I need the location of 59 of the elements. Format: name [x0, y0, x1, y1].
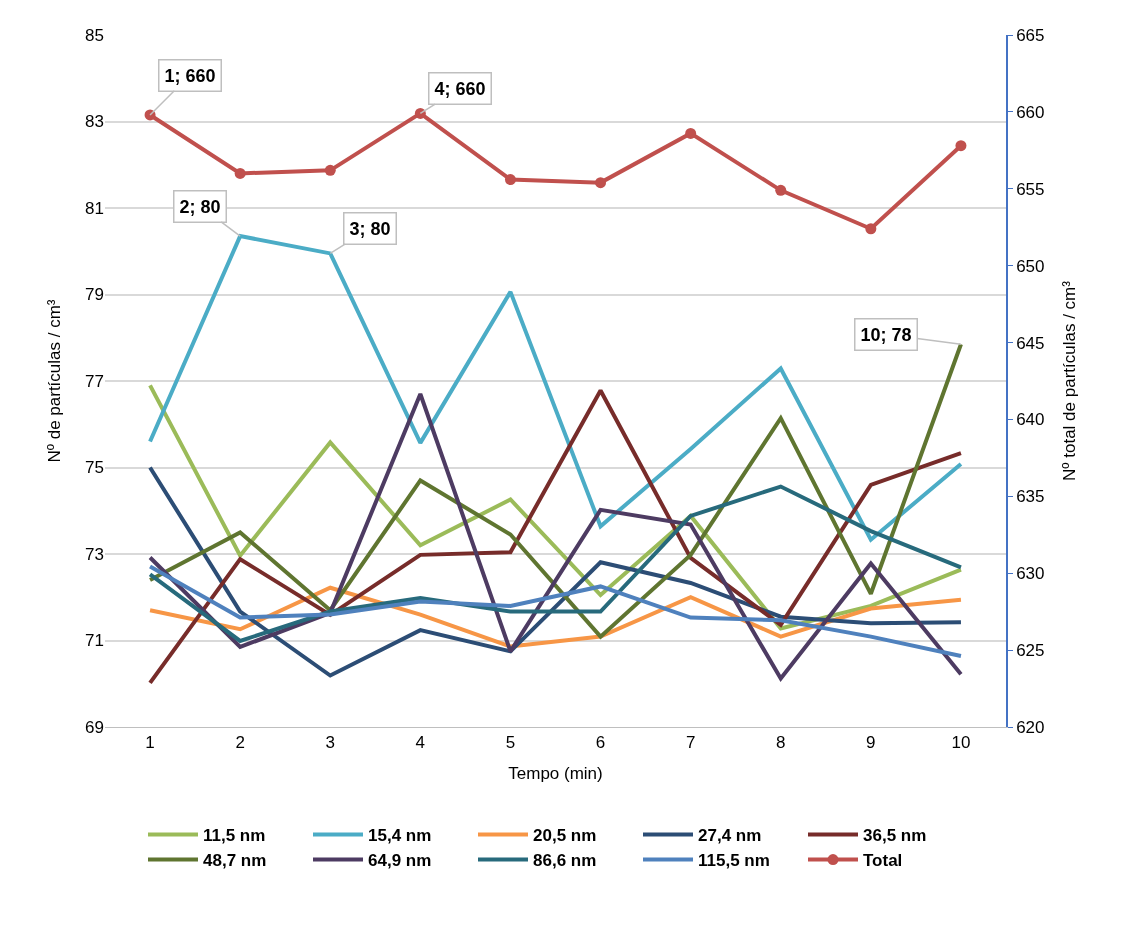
line-series — [148, 465, 963, 678]
point — [685, 127, 697, 139]
x-tick-label: 4 — [415, 733, 426, 753]
line-series — [148, 564, 963, 659]
x-tick-label: 8 — [776, 733, 786, 753]
point — [595, 177, 607, 189]
legend-label: Total — [863, 851, 903, 871]
y-tick-label: 73 — [85, 544, 104, 564]
y2-tick-label: 635 — [1016, 487, 1045, 507]
y2-tick-label: 625 — [1016, 641, 1045, 661]
x-tick-label: 6 — [595, 733, 606, 753]
point — [234, 167, 246, 179]
y2-tick-label: 620 — [1016, 717, 1045, 737]
x-tick-label: 2 — [235, 733, 245, 753]
y2-tick-label: 630 — [1016, 564, 1045, 584]
annotation: 2; 80 — [179, 196, 221, 217]
y-tick-label: 81 — [85, 198, 104, 218]
legend-label: 15,4 nm — [368, 826, 432, 846]
legend-label: 86,6 nm — [533, 851, 597, 871]
point — [504, 174, 516, 186]
y-tick-label: 79 — [85, 285, 104, 305]
y-tick-label: 69 — [85, 717, 104, 737]
x-tick-label: 10 — [951, 733, 971, 753]
y2-axis-title: Nº total de partículas / cm³ — [1060, 280, 1080, 481]
legend-label: 20,5 nm — [533, 826, 597, 846]
legend-label: 27,4 nm — [698, 826, 762, 846]
x-tick-label: 5 — [505, 733, 516, 753]
annotation: 1; 660 — [164, 65, 216, 86]
legend-label: 115,5 nm — [698, 851, 770, 871]
y2-tick-label: 655 — [1016, 179, 1045, 199]
y-axis-title: Nº de partículas / cm³ — [44, 299, 64, 463]
y2-tick-label: 640 — [1016, 410, 1045, 430]
y-tick-label: 75 — [85, 458, 104, 478]
y-tick-label: 71 — [85, 631, 104, 651]
line-series — [148, 484, 963, 643]
y2-tick-label: 660 — [1016, 102, 1045, 122]
y-tick-label: 85 — [85, 25, 104, 45]
legend-label: 48,7 nm — [203, 851, 267, 871]
x-tick-label: 9 — [866, 733, 876, 753]
y2-tick-label: 650 — [1016, 256, 1045, 276]
x-axis-title: Tempo (min) — [508, 763, 603, 783]
point — [775, 184, 787, 196]
legend-label: 11,5 nm — [203, 826, 266, 846]
x-tick-label: 3 — [325, 733, 335, 753]
x-tick-label: 1 — [145, 733, 155, 753]
annotation: 3; 80 — [349, 218, 391, 239]
y2-tick-label: 645 — [1016, 333, 1045, 353]
annotation: 10; 78 — [860, 324, 912, 345]
x-tick-label: 7 — [685, 733, 696, 753]
point — [955, 140, 967, 152]
line-series — [148, 342, 963, 639]
annotation: 4; 660 — [434, 78, 486, 99]
legend-label: 64,9 nm — [368, 851, 432, 871]
y-tick-label: 77 — [85, 371, 104, 391]
legend-label: 36,5 nm — [863, 826, 927, 846]
point — [865, 223, 877, 235]
point — [324, 164, 336, 176]
y2-tick-label: 665 — [1016, 25, 1045, 45]
y-tick-label: 83 — [85, 112, 104, 132]
